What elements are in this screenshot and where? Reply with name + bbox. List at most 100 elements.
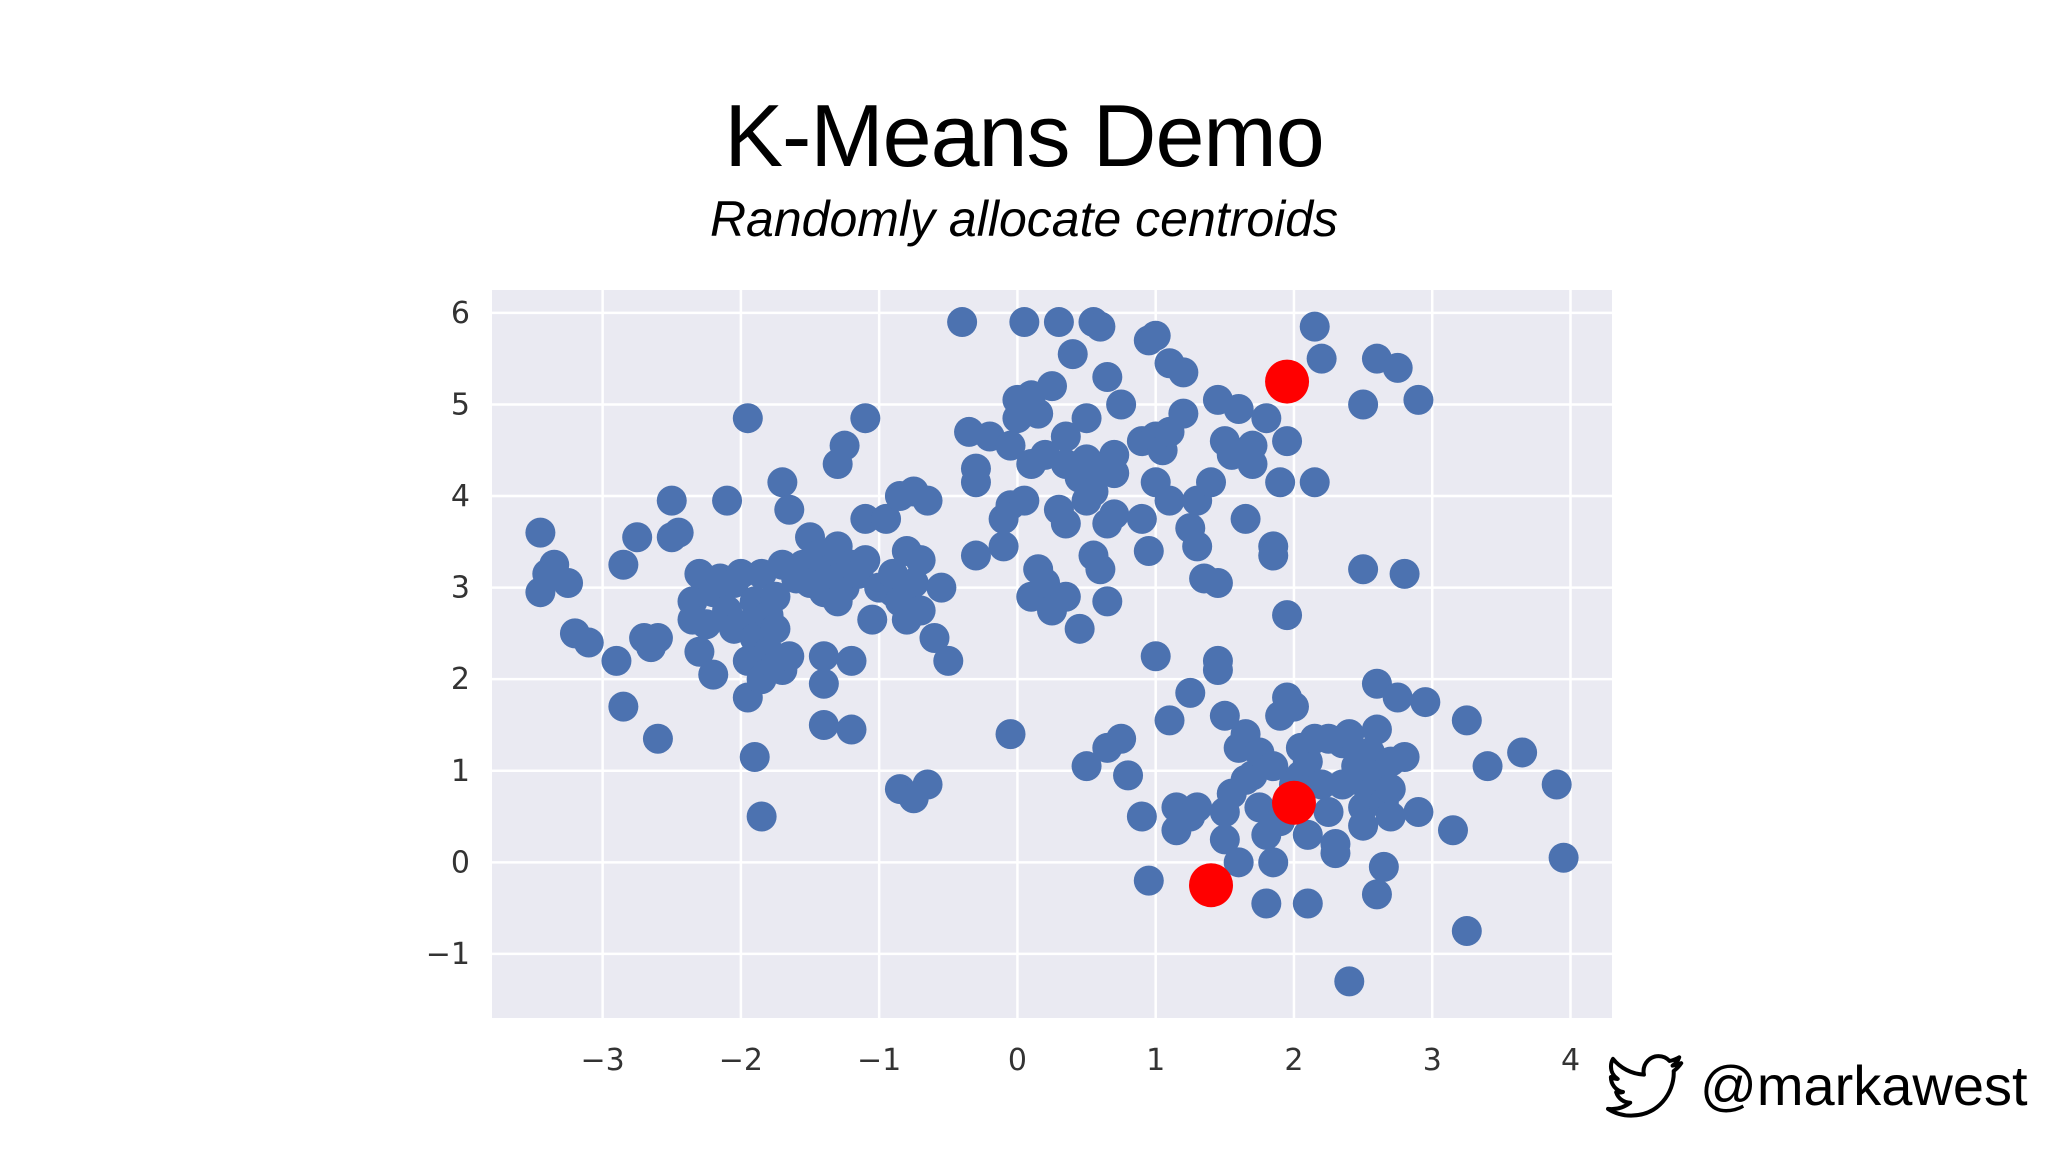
data-point [808,641,839,672]
data-point [725,558,756,589]
data-point [947,307,978,338]
data-point [608,549,639,580]
x-tick-label: 3 [1423,1043,1442,1078]
data-point [1389,742,1420,773]
data-point [1133,535,1164,566]
data-point [1050,421,1081,452]
data-point [1313,796,1344,827]
data-point [1272,600,1303,631]
data-point [1057,339,1088,370]
data-point [1050,508,1081,539]
data-point [808,668,839,699]
centroid-point [1189,863,1234,908]
data-point [1361,714,1392,745]
data-point [1182,792,1213,823]
data-point [1292,888,1323,919]
x-tick-label: 2 [1284,1043,1303,1078]
data-point [857,604,888,635]
data-point [1168,398,1199,429]
data-point [1320,829,1351,860]
data-point [1106,723,1137,754]
data-point [1361,879,1392,910]
data-point [1348,389,1379,420]
data-point [1050,581,1081,612]
data-point [1368,851,1399,882]
twitter-bird-icon [1606,1054,1684,1118]
data-point [1278,691,1309,722]
data-point [1092,361,1123,392]
x-tick-label: 1 [1146,1043,1165,1078]
data-point [774,494,805,525]
data-point [767,467,798,498]
data-point [995,719,1026,750]
data-point [829,430,860,461]
data-point [760,581,791,612]
data-point [1037,371,1067,402]
slide-subtitle: Randomly allocate centroids [709,191,1339,247]
data-point [1009,485,1040,516]
data-point [601,645,632,676]
data-point [1099,458,1130,489]
twitter-handle: @markawest [1700,1054,2028,1117]
x-tick-label: −1 [857,1043,901,1078]
data-point [1106,389,1137,420]
data-point [1202,655,1233,686]
data-point [1437,815,1468,846]
y-tick-label: 0 [451,845,470,880]
data-point [1251,888,1282,919]
data-point [1348,810,1379,841]
y-tick-label: −1 [426,937,470,972]
data-point [926,572,957,603]
data-point [746,801,777,832]
centroid-point [1265,359,1310,404]
data-point [905,545,936,576]
y-tick-label: 2 [451,662,470,697]
data-point [836,645,867,676]
data-point [912,769,943,800]
x-tick-label: −3 [581,1043,625,1078]
data-point [1182,531,1213,562]
data-point [1071,751,1102,782]
centroid-point [1271,780,1316,825]
data-point [1472,751,1503,782]
data-point [1306,343,1337,374]
data-point [850,403,881,434]
data-point [656,485,687,516]
data-point [1140,641,1171,672]
centroids [1189,359,1316,908]
data-point [1541,769,1572,800]
data-point [1085,311,1116,342]
data-point [1023,398,1054,429]
data-point [1064,613,1095,644]
data-point [1389,558,1420,589]
data-point [850,503,881,534]
data-point [1175,677,1206,708]
data-point [1085,554,1116,585]
data-point [1223,847,1254,878]
data-point [1168,357,1199,388]
data-point [760,613,791,644]
data-point [898,568,929,599]
x-tick-label: 0 [1008,1043,1027,1078]
data-point [1209,824,1240,855]
x-tick-label: 4 [1561,1043,1580,1078]
data-point [525,517,556,548]
data-point [1133,865,1164,896]
data-point [663,517,694,548]
data-point [995,430,1026,461]
data-point [1306,769,1337,800]
data-point [1334,719,1365,750]
data-point [988,531,1019,562]
data-point [960,467,991,498]
data-point [1202,568,1233,599]
y-tick-label: 4 [451,479,470,514]
data-point [1251,403,1282,434]
data-point [1292,746,1323,777]
data-point [1237,430,1268,461]
data-point [933,645,964,676]
data-point [573,627,604,658]
data-point [960,540,991,571]
data-point [1230,503,1261,534]
axis-tick-labels: −3 −2 −1 0 1 2 3 4 −1 0 1 2 3 4 5 6 [426,296,1580,1078]
